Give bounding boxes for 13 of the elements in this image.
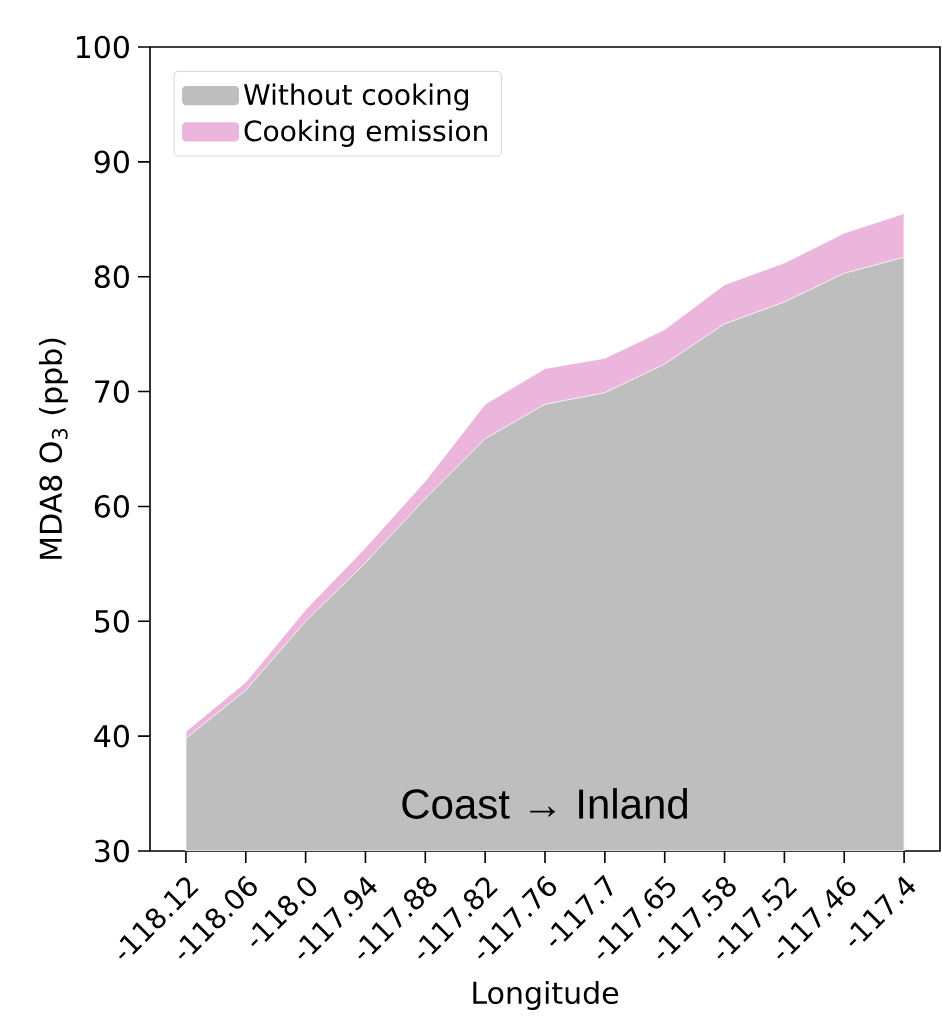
y-tick-label: 30 <box>95 839 129 863</box>
y-axis-title: MDA8 O$_{3}$ (ppb) <box>38 338 68 559</box>
y-tick-label: 50 <box>95 609 129 633</box>
y-tick-label: 60 <box>94 495 129 518</box>
legend-label: Cooking emission <box>244 119 487 147</box>
legend-label: Without cooking <box>243 83 468 111</box>
y-tick-label: 40 <box>94 724 129 748</box>
y-tick-label: 70 <box>95 380 129 403</box>
y-tick-label: 100 <box>76 35 129 59</box>
y-tick-label: 80 <box>94 265 129 289</box>
annotation: Coast → Inland <box>402 788 687 819</box>
x-axis-title: Longitude <box>473 980 619 1010</box>
y-tick-label: 90 <box>94 150 129 174</box>
